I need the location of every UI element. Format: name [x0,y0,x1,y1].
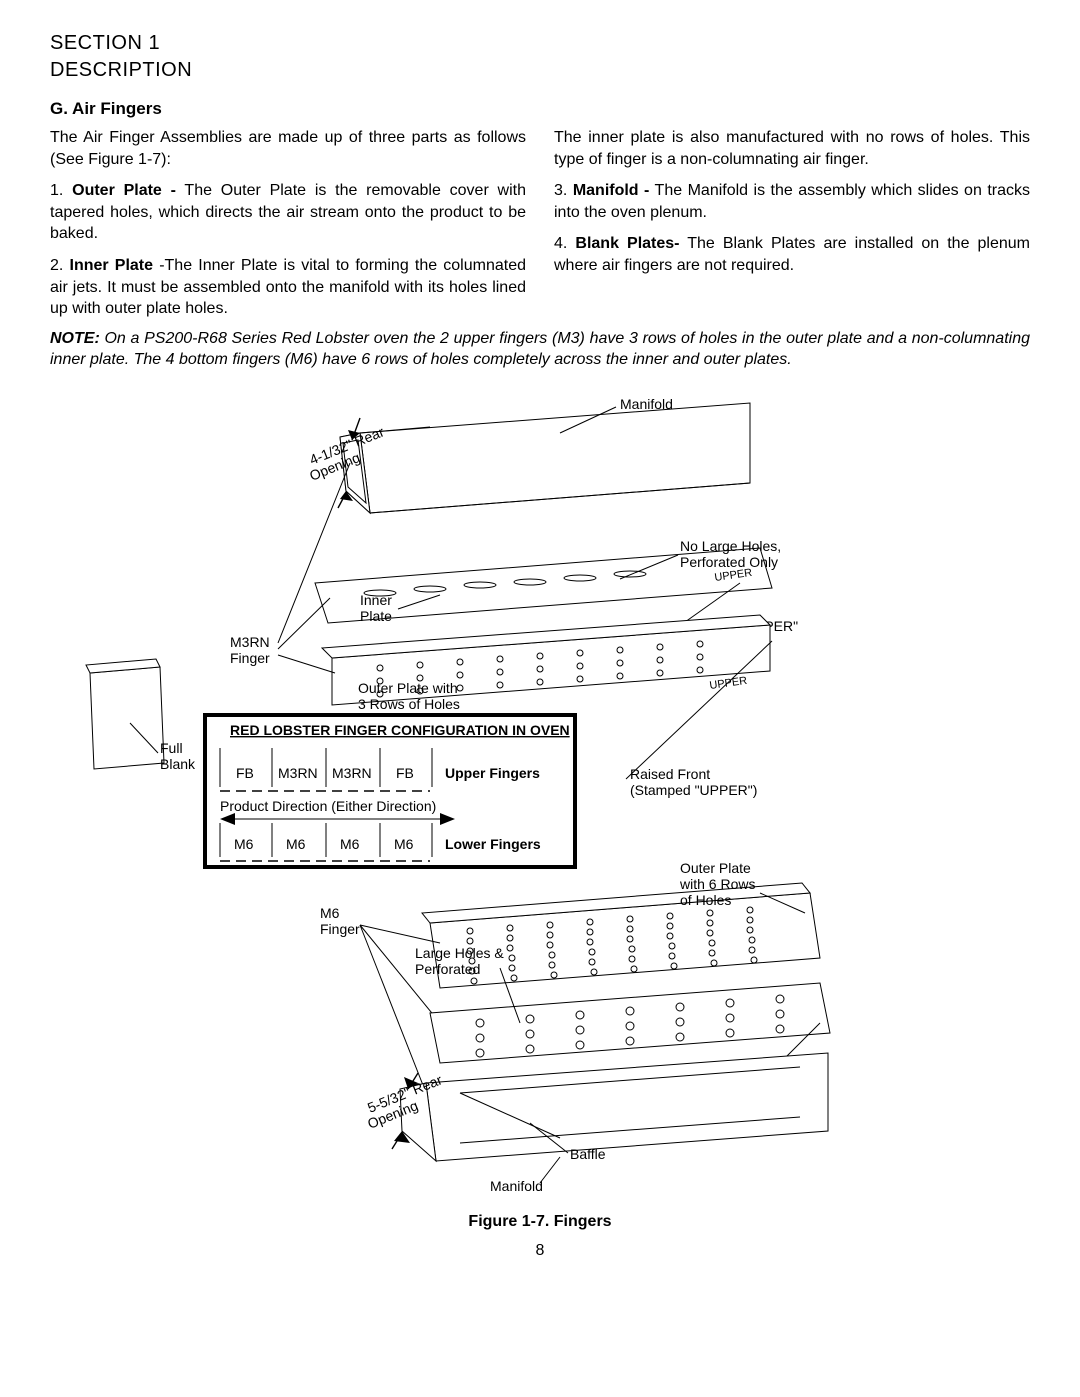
intro-paragraph: The Air Finger Assemblies are made up of… [50,127,526,170]
note-text: On a PS200-R68 Series Red Lobster oven t… [50,330,1030,369]
item-4: 4. Blank Plates- The Blank Plates are in… [554,233,1030,276]
section-header: SECTION 1 DESCRIPTION [50,30,1030,84]
svg-text:FB: FB [396,765,414,781]
svg-text:Outer Plate: Outer Plate [680,860,751,876]
upper-manifold [340,403,750,513]
svg-text:3 Rows of Holes: 3 Rows of Holes [358,696,460,712]
svg-text:Lower Fingers: Lower Fingers [445,836,541,852]
svg-text:M6: M6 [340,836,360,852]
svg-text:Manifold: Manifold [490,1178,543,1194]
svg-text:RED LOBSTER FINGER CONFIGURATI: RED LOBSTER FINGER CONFIGURATION IN OVEN [230,722,570,738]
svg-text:Perforated Only: Perforated Only [680,554,778,570]
svg-text:of Holes: of Holes [680,892,731,908]
svg-text:Upper Fingers: Upper Fingers [445,765,540,781]
svg-text:M3RN: M3RN [332,765,372,781]
svg-text:M6: M6 [394,836,414,852]
subheading: G. Air Fingers [50,98,1030,121]
svg-text:Finger: Finger [230,650,270,666]
svg-text:M6: M6 [286,836,306,852]
page-number: 8 [50,1240,1030,1262]
figure-container: Manifold 4-1/32" Rear Opening Inner Plat… [50,383,1030,1233]
config-box: RED LOBSTER FINGER CONFIGURATION IN OVEN… [205,715,575,867]
svg-text:UPPER: UPPER [709,675,748,692]
note-paragraph: NOTE: On a PS200-R68 Series Red Lobster … [50,328,1030,371]
svg-text:M3RN: M3RN [230,634,270,650]
section-number: SECTION 1 [50,30,1030,57]
svg-text:FB: FB [236,765,254,781]
section-title: DESCRIPTION [50,57,1030,84]
svg-text:Perforated: Perforated [415,961,480,977]
item-2-cont: The inner plate is also manufactured wit… [554,127,1030,170]
item-2: 2. Inner Plate -The Inner Plate is vital… [50,255,526,320]
label-manifold-top: Manifold [620,396,673,412]
lower-outer-plate [422,883,820,988]
svg-text:Blank: Blank [160,756,196,772]
lower-inner-plate [430,983,830,1063]
figure-caption: Figure 1-7. Fingers [50,1211,1030,1233]
svg-text:Full: Full [160,740,183,756]
body-columns: The Air Finger Assemblies are made up of… [50,127,1030,320]
note-lead: NOTE: [50,330,100,347]
svg-text:Outer Plate with: Outer Plate with [358,680,458,696]
fingers-diagram: Manifold 4-1/32" Rear Opening Inner Plat… [60,383,1020,1203]
item-1: 1. Outer Plate - The Outer Plate is the … [50,180,526,245]
svg-text:Raised Front: Raised Front [630,766,710,782]
svg-text:M3RN: M3RN [278,765,318,781]
svg-text:Product Direction (Either Dire: Product Direction (Either Direction) [220,798,436,814]
svg-text:with 6 Rows: with 6 Rows [679,876,755,892]
svg-text:Finger: Finger [320,921,360,937]
svg-text:Large Holes &: Large Holes & [415,945,504,961]
lower-manifold [400,1053,828,1161]
svg-text:Plate: Plate [360,608,392,624]
svg-text:(Stamped "UPPER"): (Stamped "UPPER") [630,782,757,798]
svg-text:Baffle: Baffle [570,1146,606,1162]
full-blank [86,659,164,769]
svg-text:No Large Holes,: No Large Holes, [680,538,781,554]
svg-text:M6: M6 [320,905,340,921]
svg-text:M6: M6 [234,836,254,852]
item-3: 3. Manifold - The Manifold is the assemb… [554,180,1030,223]
svg-text:Inner: Inner [360,592,392,608]
